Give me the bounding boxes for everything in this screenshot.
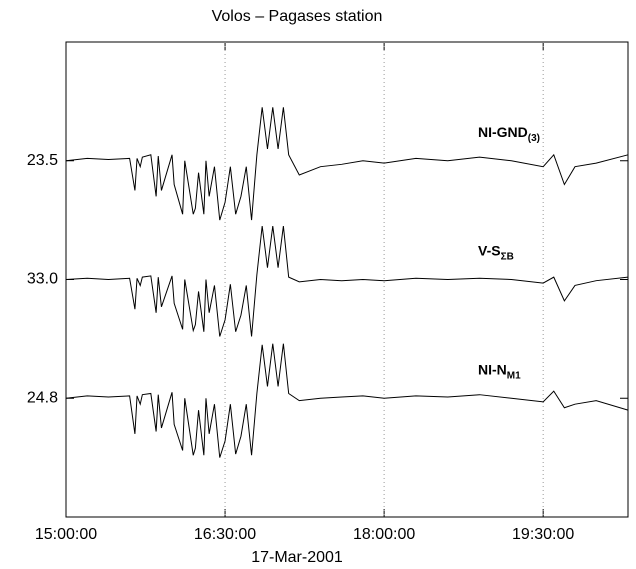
y-tick-label: 23.5 [27, 152, 58, 169]
series-line [65, 107, 629, 221]
y-tick-label: 24.8 [27, 389, 58, 406]
plot-frame [65, 41, 629, 518]
x-tick-label: 19:30:00 [512, 526, 574, 543]
series-name-subscript: ΣB [501, 251, 514, 262]
series-line [65, 343, 629, 458]
x-axis-label: 17-Mar-2001 [251, 549, 343, 566]
x-tick-label: 16:30:00 [194, 526, 256, 543]
series-name-subscript: (3) [528, 132, 540, 143]
series-label: V-SΣB [478, 242, 514, 262]
series-name: NI-GND [478, 123, 528, 139]
series-line [65, 225, 629, 337]
series-label: NI-GND(3) [478, 123, 540, 143]
series-name: NI-N [478, 361, 507, 377]
y-tick-label: 33.0 [27, 271, 58, 288]
series-name-subscript: M1 [507, 370, 521, 381]
chart-title: Volos – Pagases station [212, 8, 383, 25]
series-name: V-S [478, 242, 501, 258]
series-label: NI-NM1 [478, 361, 521, 381]
x-tick-label: 15:00:00 [35, 526, 97, 543]
x-tick-label: 18:00:00 [353, 526, 415, 543]
